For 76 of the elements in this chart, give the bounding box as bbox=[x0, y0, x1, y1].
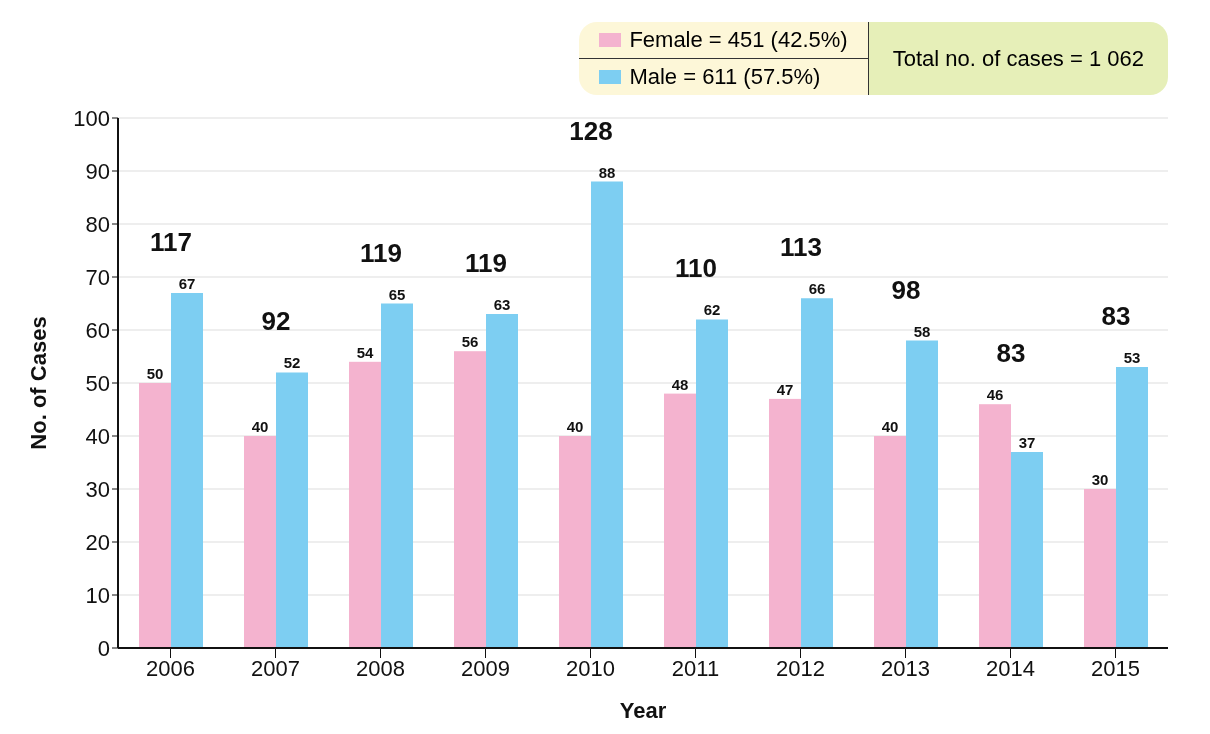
bar bbox=[696, 319, 728, 648]
total-label: 117 bbox=[150, 226, 192, 257]
data-label: 65 bbox=[388, 285, 406, 303]
total-label: 119 bbox=[465, 248, 507, 279]
bar bbox=[381, 303, 413, 648]
y-tick-label: 10 bbox=[85, 582, 110, 608]
data-label: 52 bbox=[283, 354, 301, 372]
bar bbox=[979, 404, 1011, 648]
data-label: 53 bbox=[1123, 349, 1141, 367]
x-tick-label: 2015 bbox=[1091, 655, 1140, 681]
data-label: 37 bbox=[1018, 433, 1036, 451]
bar bbox=[486, 314, 518, 648]
total-label: 119 bbox=[360, 237, 402, 268]
total-label: 83 bbox=[996, 338, 1026, 369]
data-label: 67 bbox=[178, 274, 196, 292]
bar bbox=[349, 361, 381, 648]
y-axis-title: No. of Cases bbox=[25, 316, 51, 450]
y-tick-label: 50 bbox=[85, 370, 110, 396]
y-tick-label: 90 bbox=[85, 158, 110, 184]
data-label: 46 bbox=[986, 386, 1004, 404]
bar bbox=[1084, 489, 1116, 648]
data-label: 40 bbox=[566, 418, 584, 435]
y-tick-label: 80 bbox=[85, 211, 110, 237]
data-label: 30 bbox=[1091, 471, 1109, 488]
x-tick-label: 2008 bbox=[356, 655, 405, 681]
data-label: 40 bbox=[251, 418, 269, 435]
total-label: 110 bbox=[675, 253, 717, 284]
bar bbox=[559, 436, 591, 648]
data-label: 63 bbox=[493, 296, 511, 314]
data-label: 62 bbox=[703, 301, 721, 319]
legend-label: Male = 611 (57.5%) bbox=[629, 64, 821, 90]
bar bbox=[1011, 451, 1043, 648]
y-tick-label: 40 bbox=[85, 423, 110, 449]
x-tick-label: 2012 bbox=[776, 655, 825, 681]
data-label: 88 bbox=[598, 163, 616, 181]
data-label: 58 bbox=[913, 322, 931, 340]
data-label: 47 bbox=[776, 380, 794, 398]
bar bbox=[874, 436, 906, 648]
x-tick-label: 2013 bbox=[881, 655, 930, 681]
x-tick-label: 2011 bbox=[671, 655, 720, 681]
x-tick-label: 2014 bbox=[986, 655, 1035, 681]
x-tick-label: 2009 bbox=[461, 655, 510, 681]
bar bbox=[664, 393, 696, 648]
total-label: 92 bbox=[261, 306, 291, 337]
data-label: 48 bbox=[671, 375, 689, 393]
data-label: 66 bbox=[808, 280, 826, 298]
bar bbox=[801, 298, 833, 648]
total-label: 128 bbox=[569, 115, 613, 146]
total-label: 98 bbox=[891, 274, 921, 305]
x-tick-label: 2010 bbox=[566, 655, 615, 681]
total-label: 83 bbox=[1101, 301, 1131, 332]
data-label: 54 bbox=[356, 343, 374, 361]
bar bbox=[139, 383, 171, 648]
bar bbox=[244, 436, 276, 648]
bar bbox=[906, 340, 938, 648]
bar bbox=[276, 372, 308, 648]
legend-label: Female = 451 (42.5%) bbox=[629, 27, 848, 53]
data-label: 40 bbox=[881, 418, 899, 435]
y-tick-label: 70 bbox=[85, 264, 110, 290]
bar bbox=[454, 351, 486, 648]
x-tick-label: 2007 bbox=[251, 655, 300, 681]
total-label: 113 bbox=[780, 232, 822, 263]
data-label: 56 bbox=[461, 333, 479, 351]
x-tick-label: 2006 bbox=[146, 655, 195, 681]
bar bbox=[769, 398, 801, 648]
y-tick-label: 60 bbox=[85, 317, 110, 343]
bar bbox=[171, 292, 203, 648]
data-label: 50 bbox=[146, 365, 164, 382]
y-tick-label: 0 bbox=[97, 635, 110, 661]
y-tick-label: 100 bbox=[73, 105, 110, 131]
y-tick-label: 20 bbox=[85, 529, 110, 555]
text: Total no. of cases = 1 062 bbox=[867, 22, 1168, 95]
bar bbox=[1116, 367, 1148, 648]
y-tick-label: 30 bbox=[85, 476, 110, 502]
bar bbox=[591, 181, 623, 648]
x-axis-title: Year bbox=[619, 698, 667, 723]
